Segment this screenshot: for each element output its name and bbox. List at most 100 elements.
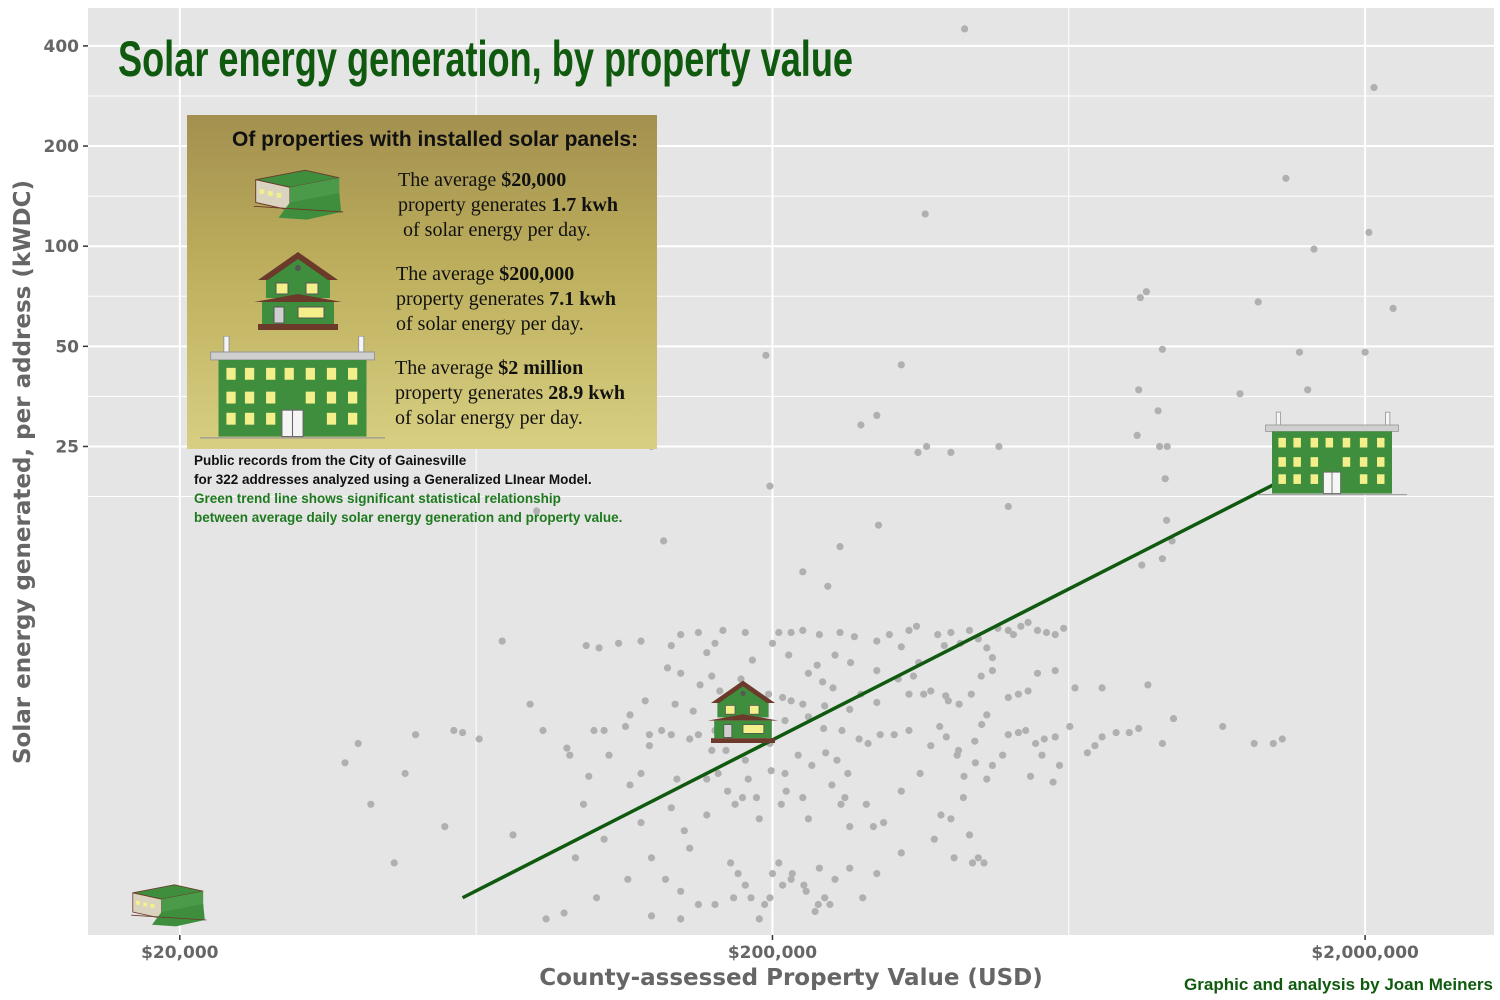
data-point — [1098, 733, 1106, 741]
data-point — [864, 739, 872, 748]
data-point — [909, 672, 918, 680]
data-point — [983, 775, 991, 783]
data-point — [626, 711, 634, 719]
data-point — [905, 726, 913, 735]
data-point — [626, 781, 634, 789]
data-point — [727, 859, 735, 867]
data-point — [787, 875, 795, 883]
data-point — [874, 521, 883, 529]
info-item-1-line1: The average $20,000 — [398, 169, 566, 191]
x-tick-label: $200,000 — [728, 943, 817, 963]
data-point — [714, 769, 722, 778]
data-point — [722, 746, 730, 755]
data-point — [802, 887, 810, 895]
data-point — [755, 915, 763, 923]
data-point — [775, 859, 783, 867]
data-point — [590, 726, 598, 735]
data-point — [390, 859, 398, 867]
data-point — [354, 739, 362, 748]
data-point — [1154, 407, 1162, 415]
data-point — [1304, 386, 1312, 394]
data-point — [927, 687, 935, 695]
data-point — [600, 726, 608, 735]
data-point — [595, 644, 603, 652]
data-point — [811, 907, 819, 916]
x-axis-title: County-assessed Property Value (USD) — [539, 965, 1043, 991]
data-point — [1136, 294, 1144, 302]
data-point — [819, 678, 827, 686]
data-point — [1051, 733, 1059, 741]
data-point — [820, 724, 828, 733]
data-point — [846, 705, 854, 714]
data-point — [974, 854, 982, 862]
info-item-2-line1: The average $200,000 — [396, 263, 574, 285]
data-point — [744, 775, 752, 783]
data-point — [730, 894, 738, 902]
data-point — [1361, 348, 1369, 356]
data-point — [667, 642, 675, 650]
data-point — [459, 729, 467, 737]
data-point — [667, 731, 675, 739]
data-point — [1254, 298, 1262, 306]
data-point — [716, 687, 724, 695]
note-line-1: Public records from the City of Gainesvi… — [194, 453, 467, 468]
data-point — [1033, 626, 1042, 635]
info-item-1-line3: of solar energy per day. — [398, 219, 591, 241]
data-point — [905, 690, 913, 698]
x-tick-label: $2,000,000 — [1311, 943, 1419, 963]
data-point — [815, 864, 824, 872]
data-point — [660, 537, 668, 545]
x-tick-label: $20,000 — [141, 943, 219, 963]
data-point — [779, 881, 787, 889]
data-point — [1038, 751, 1046, 759]
data-point — [813, 661, 821, 669]
data-point — [661, 875, 670, 883]
data-point — [781, 717, 789, 725]
data-point — [814, 900, 822, 909]
data-point — [914, 448, 922, 456]
data-point — [787, 697, 795, 705]
data-point — [983, 644, 991, 652]
data-point — [560, 909, 568, 917]
data-point — [890, 731, 898, 739]
data-point — [762, 351, 770, 359]
data-point — [1017, 622, 1025, 630]
data-point — [441, 823, 449, 831]
data-point — [624, 875, 632, 883]
data-point — [855, 735, 863, 743]
data-point — [927, 742, 935, 750]
data-point — [782, 787, 790, 795]
data-point — [645, 742, 654, 750]
data-point — [897, 849, 905, 857]
data-point — [961, 25, 969, 33]
data-point — [1055, 761, 1064, 770]
data-point — [696, 681, 704, 689]
data-point — [1049, 778, 1057, 786]
data-point — [787, 628, 795, 637]
data-point — [767, 767, 775, 775]
data-point — [942, 733, 950, 741]
data-point — [954, 746, 963, 755]
data-point — [841, 794, 849, 802]
data-point — [799, 568, 807, 576]
data-point — [905, 626, 913, 635]
data-point — [836, 543, 844, 551]
data-point — [1112, 729, 1120, 737]
data-point — [876, 731, 884, 739]
data-point — [341, 759, 349, 767]
data-point — [734, 870, 742, 878]
data-point — [1066, 722, 1074, 731]
data-point — [821, 894, 829, 902]
data-point — [542, 915, 550, 923]
y-tick-label: 50 — [55, 337, 79, 357]
data-point — [1278, 735, 1286, 743]
data-point — [971, 759, 980, 767]
data-point — [667, 804, 675, 812]
data-point — [967, 690, 975, 698]
data-point — [822, 749, 830, 757]
data-point — [968, 859, 977, 867]
y-tick-label: 100 — [44, 237, 80, 257]
data-point — [509, 831, 517, 839]
data-point — [794, 751, 802, 759]
data-point — [850, 633, 859, 641]
